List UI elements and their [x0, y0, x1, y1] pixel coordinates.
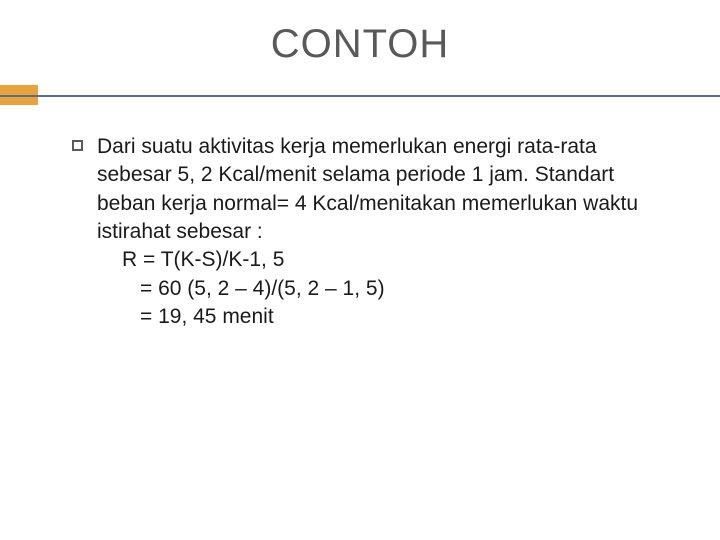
formula-line-1: R = T(K-S)/K-1, 5 — [122, 246, 660, 274]
body-text: Dari suatu aktivitas kerja memerlukan en… — [97, 133, 660, 331]
square-bullet-icon — [72, 140, 83, 151]
bullet-item: Dari suatu aktivitas kerja memerlukan en… — [72, 133, 660, 331]
paragraph: Dari suatu aktivitas kerja memerlukan en… — [97, 133, 660, 246]
divider — [0, 85, 720, 87]
formula-line-3: = 19, 45 menit — [122, 303, 660, 331]
content-area: Dari suatu aktivitas kerja memerlukan en… — [0, 87, 720, 331]
formula-line-2: = 60 (5, 2 – 4)/(5, 2 – 1, 5) — [122, 275, 660, 303]
slide-title: CONTOH — [0, 0, 720, 85]
divider-line — [0, 95, 720, 97]
slide: CONTOH Dari suatu aktivitas kerja memerl… — [0, 0, 720, 540]
